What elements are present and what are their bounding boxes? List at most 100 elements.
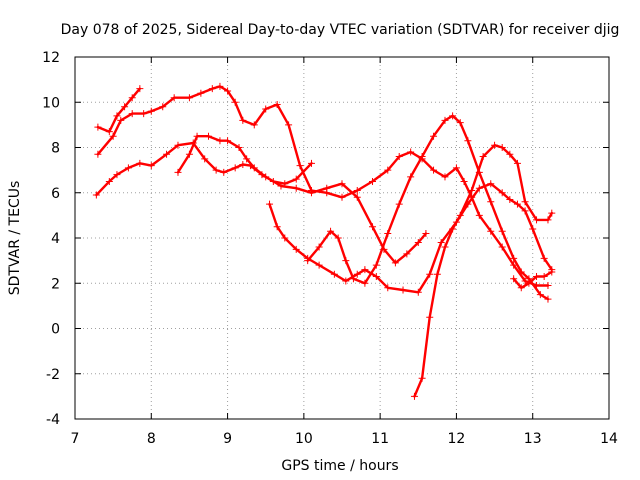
series-trace	[512, 270, 553, 289]
data-point-marker	[239, 160, 247, 168]
data-point-marker	[403, 250, 411, 258]
data-point-marker	[372, 261, 380, 269]
data-point-marker	[521, 277, 529, 285]
data-point-marker	[159, 103, 167, 111]
data-point-marker	[231, 164, 239, 172]
data-point-marker	[128, 94, 136, 102]
data-point-marker	[414, 239, 422, 247]
data-point-marker	[250, 121, 258, 129]
data-point-marker	[513, 159, 521, 167]
data-point-marker	[418, 153, 426, 161]
data-point-marker	[109, 132, 117, 140]
data-point-marker	[327, 227, 335, 235]
data-point-marker	[262, 105, 270, 113]
data-point-marker	[281, 234, 289, 242]
data-point-marker	[407, 173, 415, 181]
data-point-marker	[140, 110, 148, 118]
data-point-marker	[384, 166, 392, 174]
data-point-marker	[422, 229, 430, 237]
data-point-marker	[273, 223, 281, 231]
x-tick-label: 11	[371, 431, 389, 447]
data-point-marker	[544, 282, 552, 290]
y-tick-label: 12	[42, 50, 60, 66]
data-point-marker	[498, 144, 506, 151]
data-point-marker	[113, 171, 121, 179]
data-point-marker	[216, 137, 224, 145]
x-tick-label: 14	[600, 431, 618, 447]
data-point-marker	[342, 277, 350, 285]
data-point-marker	[475, 211, 483, 219]
y-tick-label: 0	[51, 322, 60, 338]
data-point-marker	[395, 153, 403, 161]
data-point-marker	[498, 243, 506, 251]
data-point-marker	[147, 162, 155, 170]
data-point-marker	[92, 191, 100, 199]
data-point-marker	[94, 123, 102, 131]
data-point-marker	[361, 279, 369, 287]
data-point-marker	[536, 291, 544, 299]
data-point-marker	[529, 225, 537, 233]
data-point-marker	[540, 272, 548, 280]
y-tick-label: 8	[51, 141, 60, 157]
data-point-marker	[330, 270, 338, 278]
data-point-marker	[105, 177, 113, 185]
data-point-marker	[315, 261, 323, 269]
data-point-marker	[292, 175, 300, 183]
data-point-marker	[220, 168, 228, 176]
series-track-7	[410, 141, 556, 400]
data-point-marker	[521, 207, 529, 215]
series-track-3	[94, 85, 144, 136]
data-point-marker	[239, 116, 247, 124]
data-point-marker	[94, 150, 102, 158]
x-tick-label: 9	[223, 431, 232, 447]
data-point-marker	[510, 275, 518, 283]
data-point-marker	[506, 196, 514, 204]
data-point-marker	[201, 155, 209, 163]
y-tick-label: 6	[51, 186, 60, 202]
x-tick-label: 7	[71, 431, 80, 447]
series-track-8	[510, 268, 556, 292]
data-point-marker	[307, 189, 315, 197]
data-point-marker	[121, 103, 129, 111]
data-point-marker	[460, 177, 468, 185]
data-point-marker	[224, 137, 232, 145]
data-point-marker	[418, 374, 426, 382]
data-point-marker	[521, 198, 529, 206]
series-track-5	[266, 180, 556, 296]
data-point-marker	[277, 182, 285, 190]
data-point-marker	[430, 166, 438, 174]
y-tick-label: -4	[46, 412, 60, 428]
data-point-marker	[147, 107, 155, 115]
data-point-marker	[510, 261, 518, 269]
data-point-marker	[342, 257, 350, 265]
data-point-marker	[475, 184, 483, 192]
data-point-marker	[441, 173, 449, 181]
data-point-marker	[544, 216, 552, 224]
data-point-marker	[128, 110, 136, 118]
data-point-marker	[163, 150, 171, 158]
data-point-marker	[292, 245, 300, 253]
data-point-marker	[124, 164, 132, 172]
data-point-marker	[498, 227, 506, 235]
y-tick-label: 2	[51, 276, 60, 292]
data-point-marker	[399, 286, 407, 294]
data-point-marker	[212, 166, 220, 174]
data-point-marker	[369, 223, 377, 231]
data-point-marker	[250, 164, 258, 172]
data-point-marker	[498, 189, 506, 197]
data-point-marker	[323, 184, 331, 192]
data-point-marker	[430, 132, 438, 140]
data-point-marker	[136, 159, 144, 167]
series-track-6	[304, 112, 552, 303]
data-point-marker	[479, 153, 487, 161]
data-point-marker	[105, 128, 113, 136]
data-point-marker	[426, 313, 434, 321]
data-point-marker	[456, 119, 464, 127]
data-point-marker	[353, 193, 361, 201]
x-tick-label: 12	[448, 431, 466, 447]
data-point-marker	[304, 257, 312, 265]
data-point-marker	[395, 200, 403, 208]
data-point-marker	[407, 148, 415, 156]
data-point-marker	[262, 173, 270, 181]
x-tick-label: 8	[147, 431, 156, 447]
